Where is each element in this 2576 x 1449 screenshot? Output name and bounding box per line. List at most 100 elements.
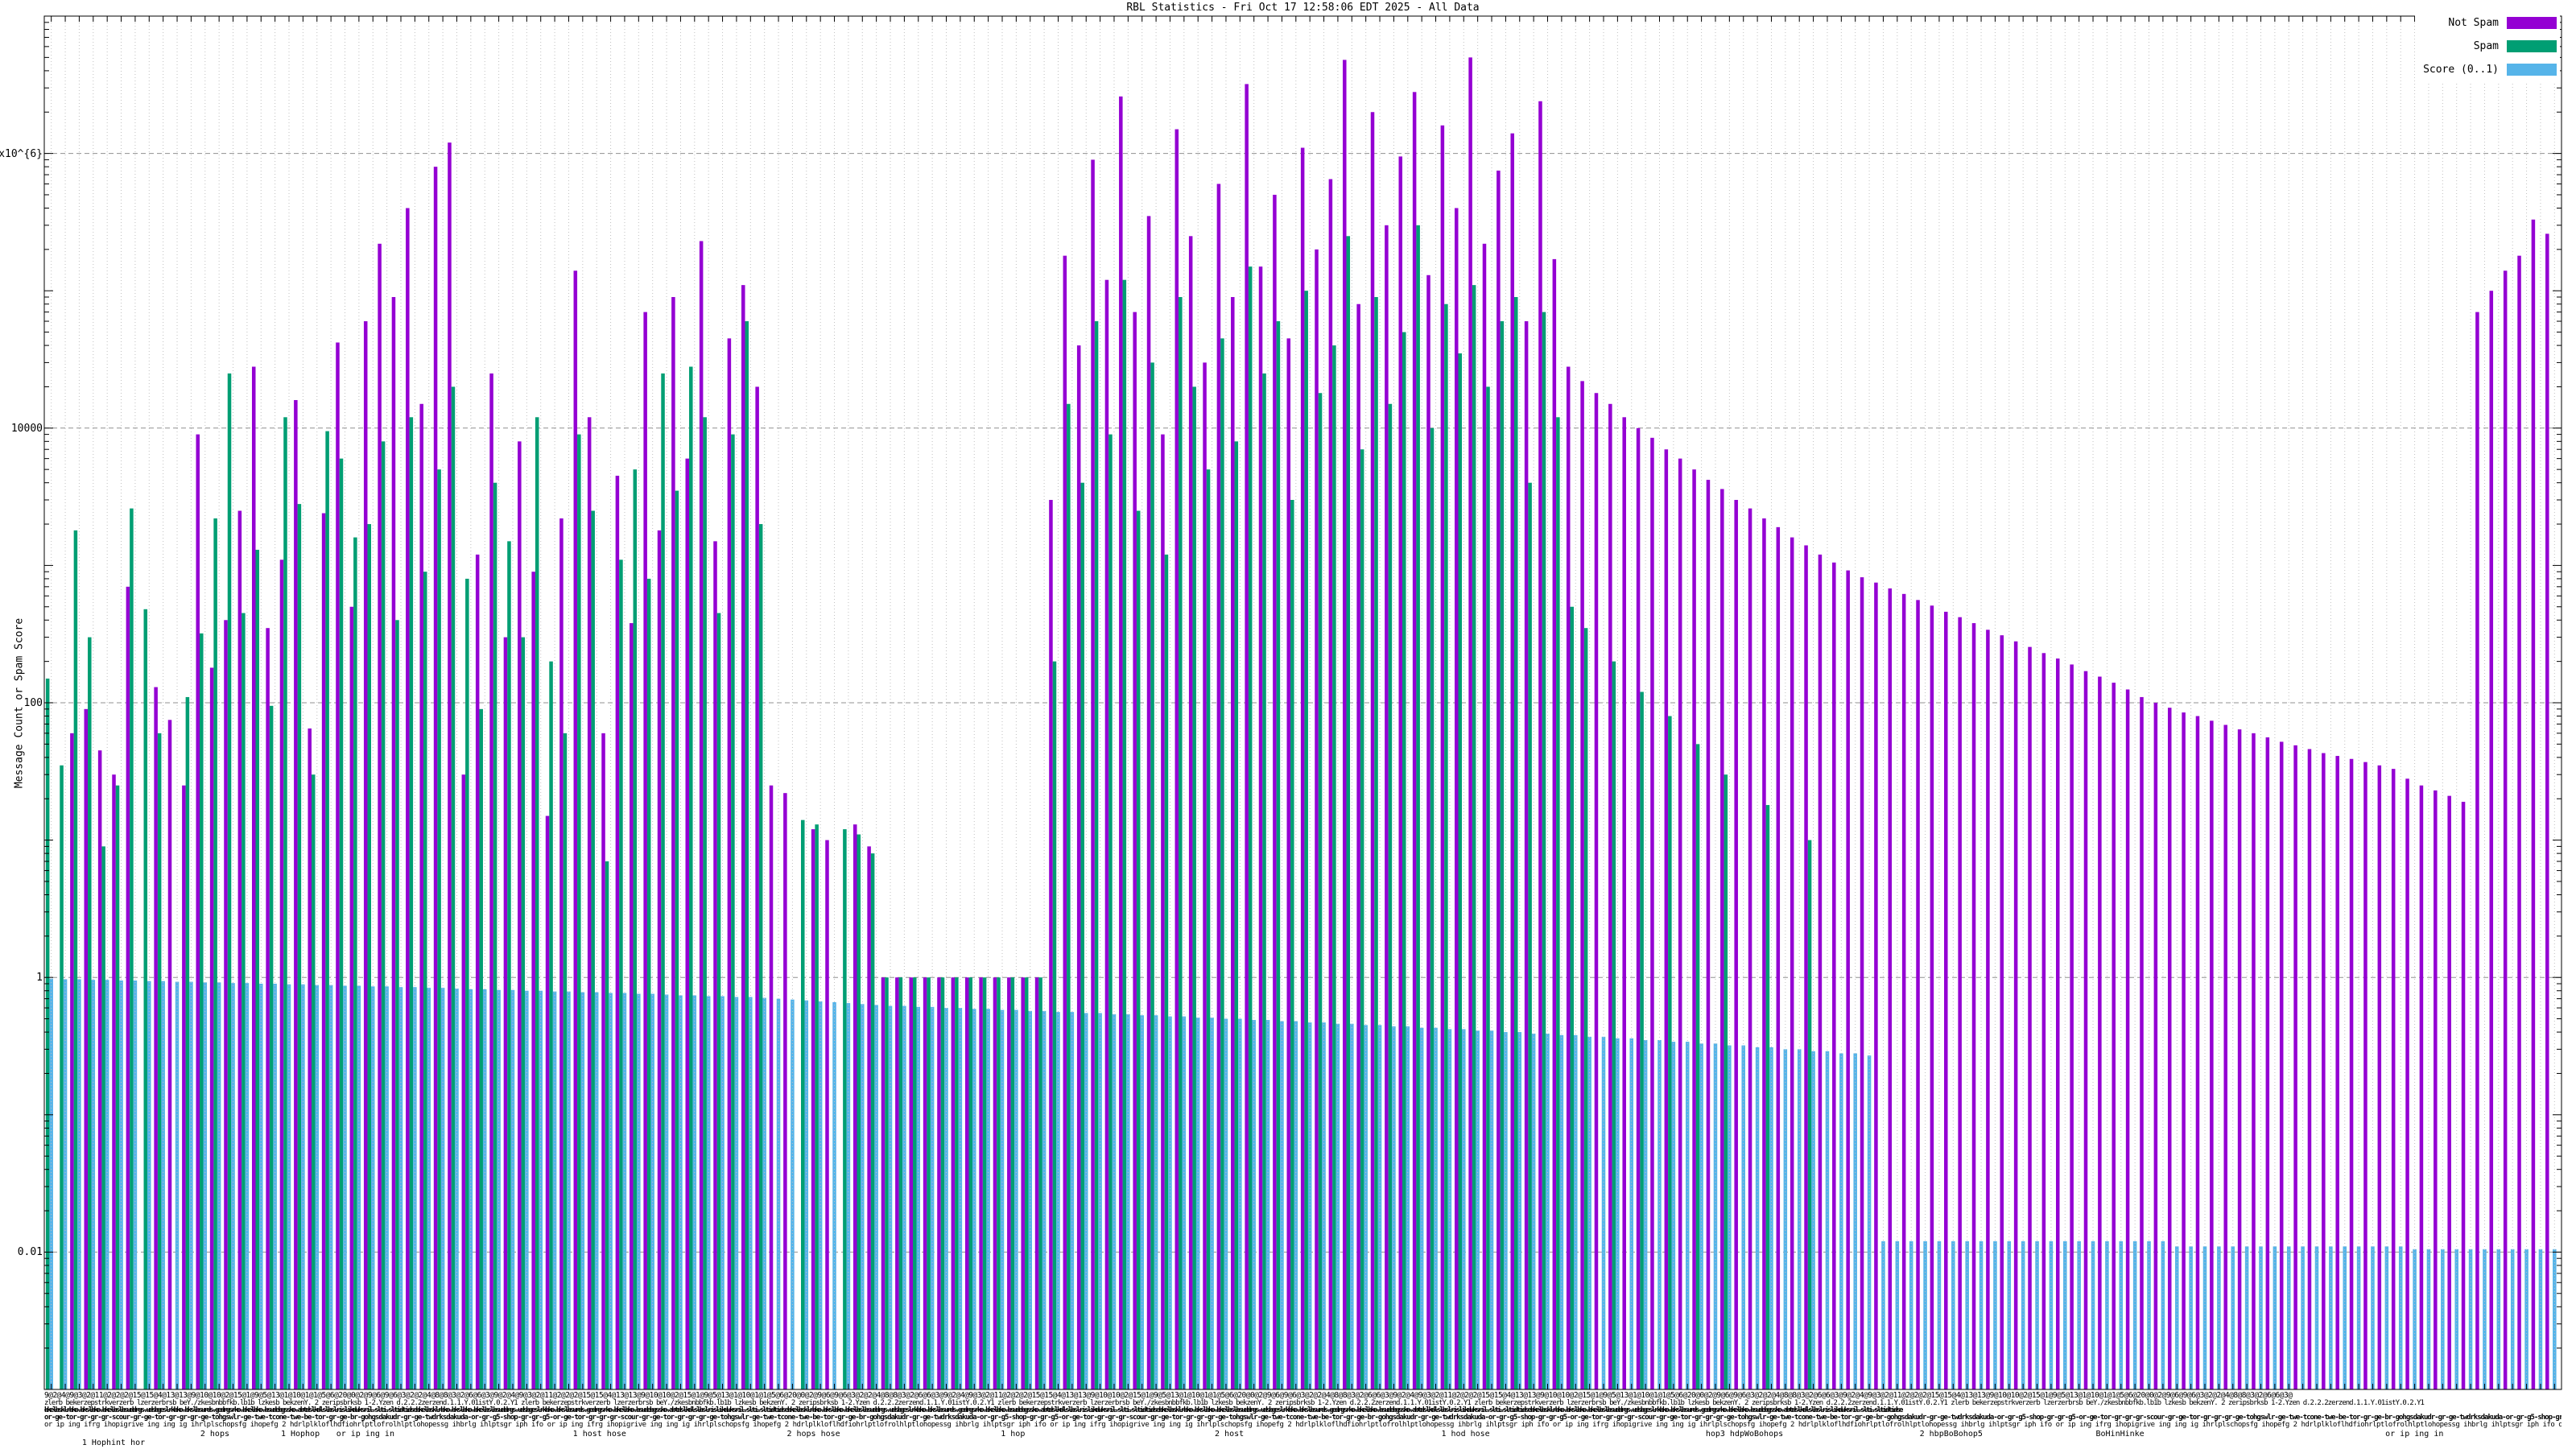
bar-spam xyxy=(955,977,959,1389)
bar-not-spam xyxy=(1930,605,1934,1389)
bar-score xyxy=(203,982,208,1389)
bar-spam xyxy=(423,572,427,1389)
bar-spam xyxy=(758,524,763,1389)
bar-not-spam xyxy=(2182,712,2186,1389)
bar-score xyxy=(972,1009,976,1389)
bar-score xyxy=(1601,1036,1606,1389)
bar-score xyxy=(1923,1241,1927,1389)
bar-not-spam xyxy=(1426,275,1430,1390)
bar-spam xyxy=(1374,297,1378,1389)
bar-spam xyxy=(731,434,735,1389)
bar-spam xyxy=(60,765,64,1389)
bar-spam xyxy=(1276,321,1281,1390)
bar-spam xyxy=(619,559,623,1389)
bar-spam xyxy=(255,549,260,1390)
bar-spam xyxy=(1038,977,1042,1389)
x-axis-label-row: bkelbsklrbko.bkslbko.bkelbslbsuddrgs.uds… xyxy=(44,1406,1903,1414)
bar-spam xyxy=(591,510,595,1389)
bar-score xyxy=(539,990,543,1389)
bar-score xyxy=(273,984,277,1389)
bar-not-spam xyxy=(852,824,857,1389)
bar-score xyxy=(958,1008,963,1389)
bar-not-spam xyxy=(2083,671,2088,1389)
bar-spam xyxy=(1444,303,1448,1389)
bar-spam xyxy=(997,977,1001,1389)
bar-spam xyxy=(1262,373,1266,1390)
bar-score xyxy=(1014,1009,1018,1389)
bar-not-spam xyxy=(2112,683,2116,1389)
bar-spam xyxy=(646,578,651,1389)
bar-not-spam xyxy=(1706,480,1711,1389)
bar-not-spam xyxy=(1762,518,1766,1389)
bar-score xyxy=(986,1009,990,1389)
bar-score xyxy=(2356,1246,2361,1389)
bar-not-spam xyxy=(657,530,662,1389)
bar-score xyxy=(1685,1042,1690,1389)
bar-not-spam xyxy=(783,793,787,1389)
bar-score xyxy=(2244,1246,2249,1389)
bar-score xyxy=(2259,1246,2263,1389)
bar-score xyxy=(370,986,375,1389)
bar-score xyxy=(2202,1246,2207,1389)
bar-score xyxy=(567,991,571,1389)
bar-not-spam xyxy=(1846,570,1850,1389)
bar-spam xyxy=(1583,628,1588,1389)
bar-not-spam xyxy=(881,977,886,1389)
bar-not-spam xyxy=(573,270,578,1390)
bar-score xyxy=(217,982,221,1389)
bar-score xyxy=(1238,1018,1242,1389)
bar-not-spam xyxy=(2419,785,2424,1389)
bar-not-spam xyxy=(825,840,829,1389)
bar-not-spam xyxy=(1636,427,1641,1389)
bar-not-spam xyxy=(97,750,102,1389)
bar-spam xyxy=(493,482,497,1390)
bar-not-spam xyxy=(1370,112,1375,1390)
x-axis-label-fragment: 2 hbpBoBohop5 xyxy=(1919,1430,1983,1439)
bar-spam xyxy=(200,633,204,1389)
bar-spam xyxy=(73,530,78,1389)
bar-not-spam xyxy=(378,243,382,1389)
bar-not-spam xyxy=(2461,802,2466,1389)
bar-spam xyxy=(45,678,50,1389)
bar-not-spam xyxy=(1300,147,1305,1389)
bar-spam xyxy=(843,829,847,1389)
bar-spam xyxy=(297,504,302,1389)
bar-spam xyxy=(1290,500,1294,1389)
bar-not-spam xyxy=(2153,703,2158,1389)
bar-not-spam xyxy=(2070,664,2074,1389)
bar-spam xyxy=(1080,482,1084,1390)
bar-score xyxy=(385,986,389,1389)
bar-score xyxy=(1182,1016,1187,1389)
x-axis-label-fragment: 2 host xyxy=(1215,1430,1245,1439)
bar-spam xyxy=(1192,386,1196,1389)
bar-not-spam xyxy=(1901,593,1906,1389)
x-axis-label-fragment: hop3 hdpWoBohops xyxy=(1705,1430,1784,1439)
bar-not-spam xyxy=(2279,741,2284,1389)
legend-entry-label: Spam xyxy=(2473,40,2499,52)
bar-not-spam xyxy=(1021,977,1025,1389)
bar-not-spam xyxy=(349,606,354,1389)
bar-spam xyxy=(563,733,568,1389)
bar-not-spam xyxy=(2140,696,2144,1389)
bar-not-spam xyxy=(1468,57,1472,1390)
bar-not-spam xyxy=(1385,225,1389,1389)
bar-score xyxy=(861,1004,865,1389)
bar-not-spam xyxy=(2195,716,2200,1389)
bar-not-spam xyxy=(154,687,158,1389)
bar-not-spam xyxy=(1231,297,1235,1389)
bar-score xyxy=(245,983,250,1389)
bar-score xyxy=(874,1005,878,1389)
bar-score xyxy=(1811,1051,1815,1389)
bar-not-spam xyxy=(209,667,214,1389)
bar-score xyxy=(1713,1043,1718,1389)
bar-score xyxy=(2189,1246,2193,1389)
bar-not-spam xyxy=(489,373,493,1390)
bar-spam xyxy=(1668,716,1672,1389)
bar-not-spam xyxy=(1328,179,1333,1390)
bar-not-spam xyxy=(1971,623,1976,1389)
bar-score xyxy=(1042,1010,1046,1389)
bar-spam xyxy=(982,977,987,1389)
bar-spam xyxy=(1346,236,1351,1390)
bar-score xyxy=(791,999,795,1389)
bar-spam xyxy=(507,541,511,1389)
